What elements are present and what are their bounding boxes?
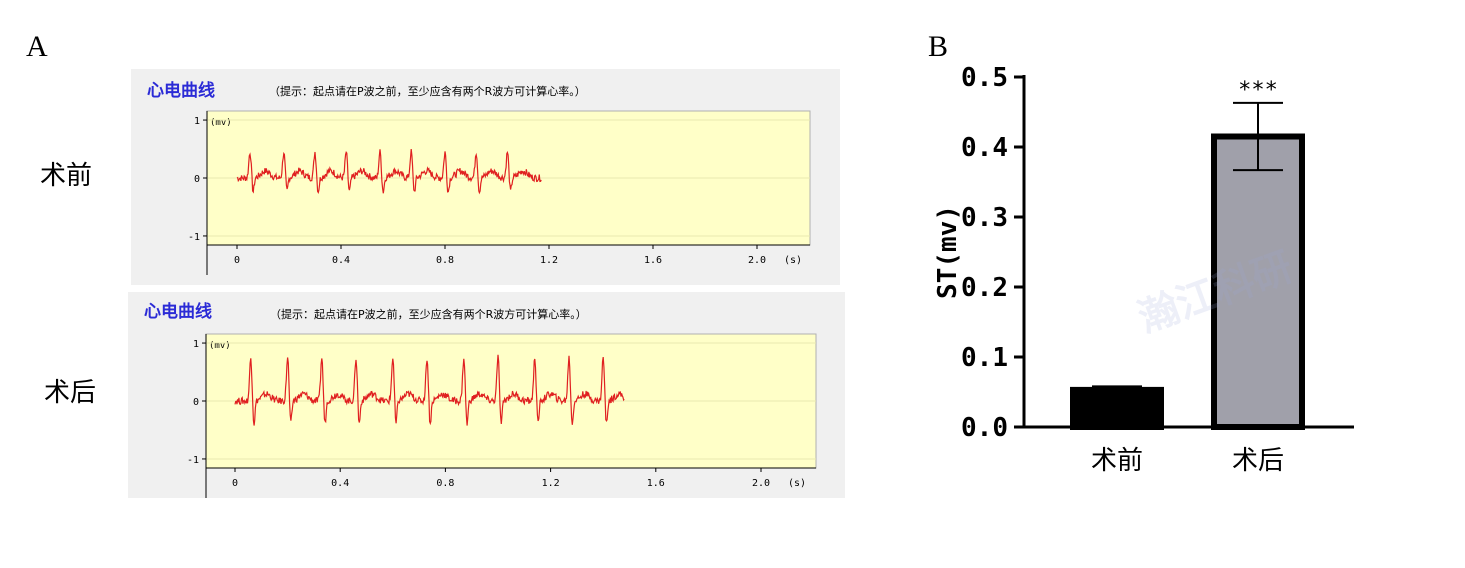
panel-b-letter: B xyxy=(928,30,949,63)
bar-y-axis-label: ST(mv) xyxy=(933,205,963,299)
ecg-x-unit: (s) xyxy=(784,255,802,266)
ecg-x-tick-label: 0.4 xyxy=(332,255,350,266)
ecg-x-tick-label: 1.6 xyxy=(647,478,665,489)
bar-category-label: 术后 xyxy=(1232,446,1284,476)
panel-a-letter: A xyxy=(26,30,48,63)
ecg-x-tick-label: 0.4 xyxy=(331,478,349,489)
row-label-pre: 术前 xyxy=(40,161,93,191)
bar-significance-label: *** xyxy=(1238,78,1278,103)
ecg-x-tick-label: 2.0 xyxy=(748,255,766,266)
ecg-title: 心电曲线 xyxy=(144,302,212,322)
bar-y-tick-label: 0.1 xyxy=(961,343,1008,373)
ecg-title: 心电曲线 xyxy=(147,81,215,101)
ecg-hint: （提示：起点请在P波之前，至少应含有两个R波方可计算心率。） xyxy=(269,85,586,98)
ecg-x-unit: (s) xyxy=(788,478,806,489)
row-label-post: 术后 xyxy=(44,378,97,408)
ecg-y-tick-label: 1 xyxy=(194,116,200,127)
st-bar-chart: 0.00.10.20.30.40.5ST(mv)术前 术后***瀚江科研 xyxy=(933,63,1354,476)
bar-y-tick-label: 0.2 xyxy=(961,273,1008,303)
bar-y-tick-label: 0.0 xyxy=(961,413,1008,443)
ecg-y-unit: (mv) xyxy=(210,118,232,128)
bar-y-tick-label: 0.3 xyxy=(961,203,1008,233)
ecg-y-unit: (mv) xyxy=(209,341,231,351)
ecg-x-tick-label: 1.6 xyxy=(644,255,662,266)
ecg-chart-pre: (mv) 1 0 -1 0 0.4 0.8 1.2 1.6 2.0 (s) xyxy=(188,110,811,275)
ecg-hint: （提示：起点请在P波之前，至少应含有两个R波方可计算心率。） xyxy=(270,308,587,321)
ecg-y-tick-label: -1 xyxy=(188,232,200,243)
ecg-panel-pre: 心电曲线 （提示：起点请在P波之前，至少应含有两个R波方可计算心率。） (mv)… xyxy=(131,69,840,285)
ecg-y-tick-label: 0 xyxy=(193,397,199,408)
ecg-x-tick-label: 0.8 xyxy=(436,255,454,266)
ecg-trace-line xyxy=(234,354,625,426)
ecg-trace-line xyxy=(236,149,542,195)
ecg-chart-post: (mv) 1 0 -1 0 0.4 0.8 1.2 1.6 2.0 (s) xyxy=(187,333,817,498)
ecg-y-tick-label: 1 xyxy=(193,339,199,350)
ecg-y-tick-label: 0 xyxy=(194,174,200,185)
ecg-panel-post: 心电曲线 （提示：起点请在P波之前，至少应含有两个R波方可计算心率。） (mv)… xyxy=(128,292,845,498)
ecg-x-tick-label: 1.2 xyxy=(542,478,560,489)
ecg-x-tick-label: 0 xyxy=(232,478,238,489)
bar-0 xyxy=(1070,386,1164,430)
ecg-x-tick-label: 0 xyxy=(234,255,240,266)
ecg-y-tick-label: -1 xyxy=(187,455,199,466)
bar-y-tick-label: 0.4 xyxy=(961,133,1008,163)
ecg-x-tick-label: 1.2 xyxy=(540,255,558,266)
bar-1 xyxy=(1211,133,1305,430)
bar-category-label: 术前 xyxy=(1091,446,1143,476)
bar-y-tick-label: 0.5 xyxy=(961,63,1008,93)
ecg-x-tick-label: 0.8 xyxy=(436,478,454,489)
ecg-x-tick-label: 2.0 xyxy=(752,478,770,489)
